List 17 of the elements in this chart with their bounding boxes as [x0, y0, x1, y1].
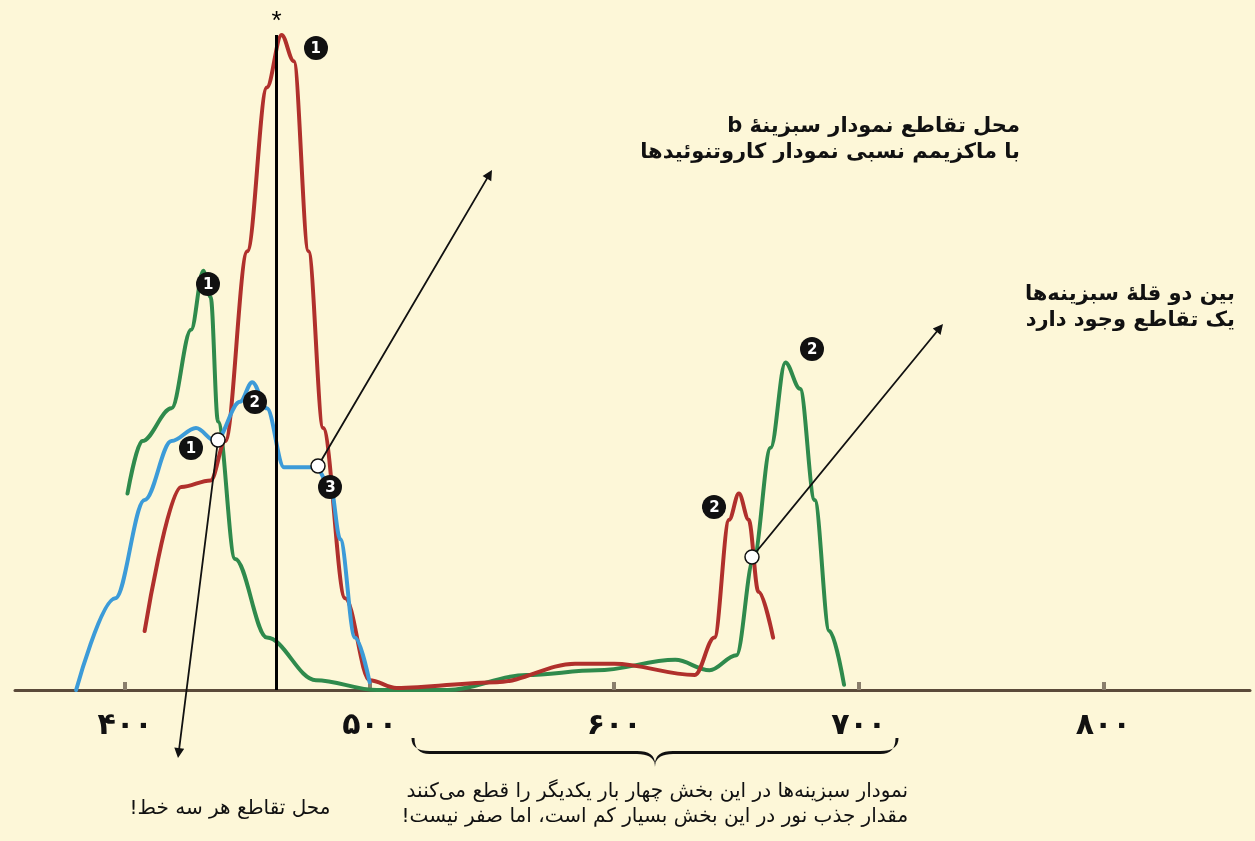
annotation: بین دو قلهٔ سبزینه‌ها یک تقاطع وجود دارد — [1024, 280, 1235, 333]
annotation: محل تقاطع نمودار سبزینهٔ b با ماکزیمم نسبی نمودار کاروتنوئیدها — [640, 112, 1020, 165]
ref-line-label: * — [271, 5, 282, 35]
x-tick-label: ۸۰۰ — [1075, 705, 1131, 741]
annotation: 2 — [242, 389, 267, 414]
text: محل تقاطع هر سه خط! — [129, 795, 331, 820]
annotation: 1 — [179, 435, 204, 460]
annotation: 1 — [196, 271, 221, 296]
x-tick-label: ۵۰۰ — [342, 705, 398, 741]
annotation: 2 — [800, 337, 825, 362]
x-tick-label: ۴۰۰ — [97, 705, 153, 741]
annotation: 1 — [303, 36, 328, 61]
annotation: 3 — [318, 474, 343, 499]
text: نمودار سبزینه‌ها در این بخش چهار بار یکدیگر را قطع می‌کنند مقدار جذب نور در این بخش بسیار کم است، اما صفر نیست! — [401, 778, 909, 828]
x-tick-label: ۶۰۰ — [586, 705, 642, 741]
annotation: 2 — [702, 494, 727, 519]
x-tick-label: ۷۰۰ — [831, 705, 887, 741]
